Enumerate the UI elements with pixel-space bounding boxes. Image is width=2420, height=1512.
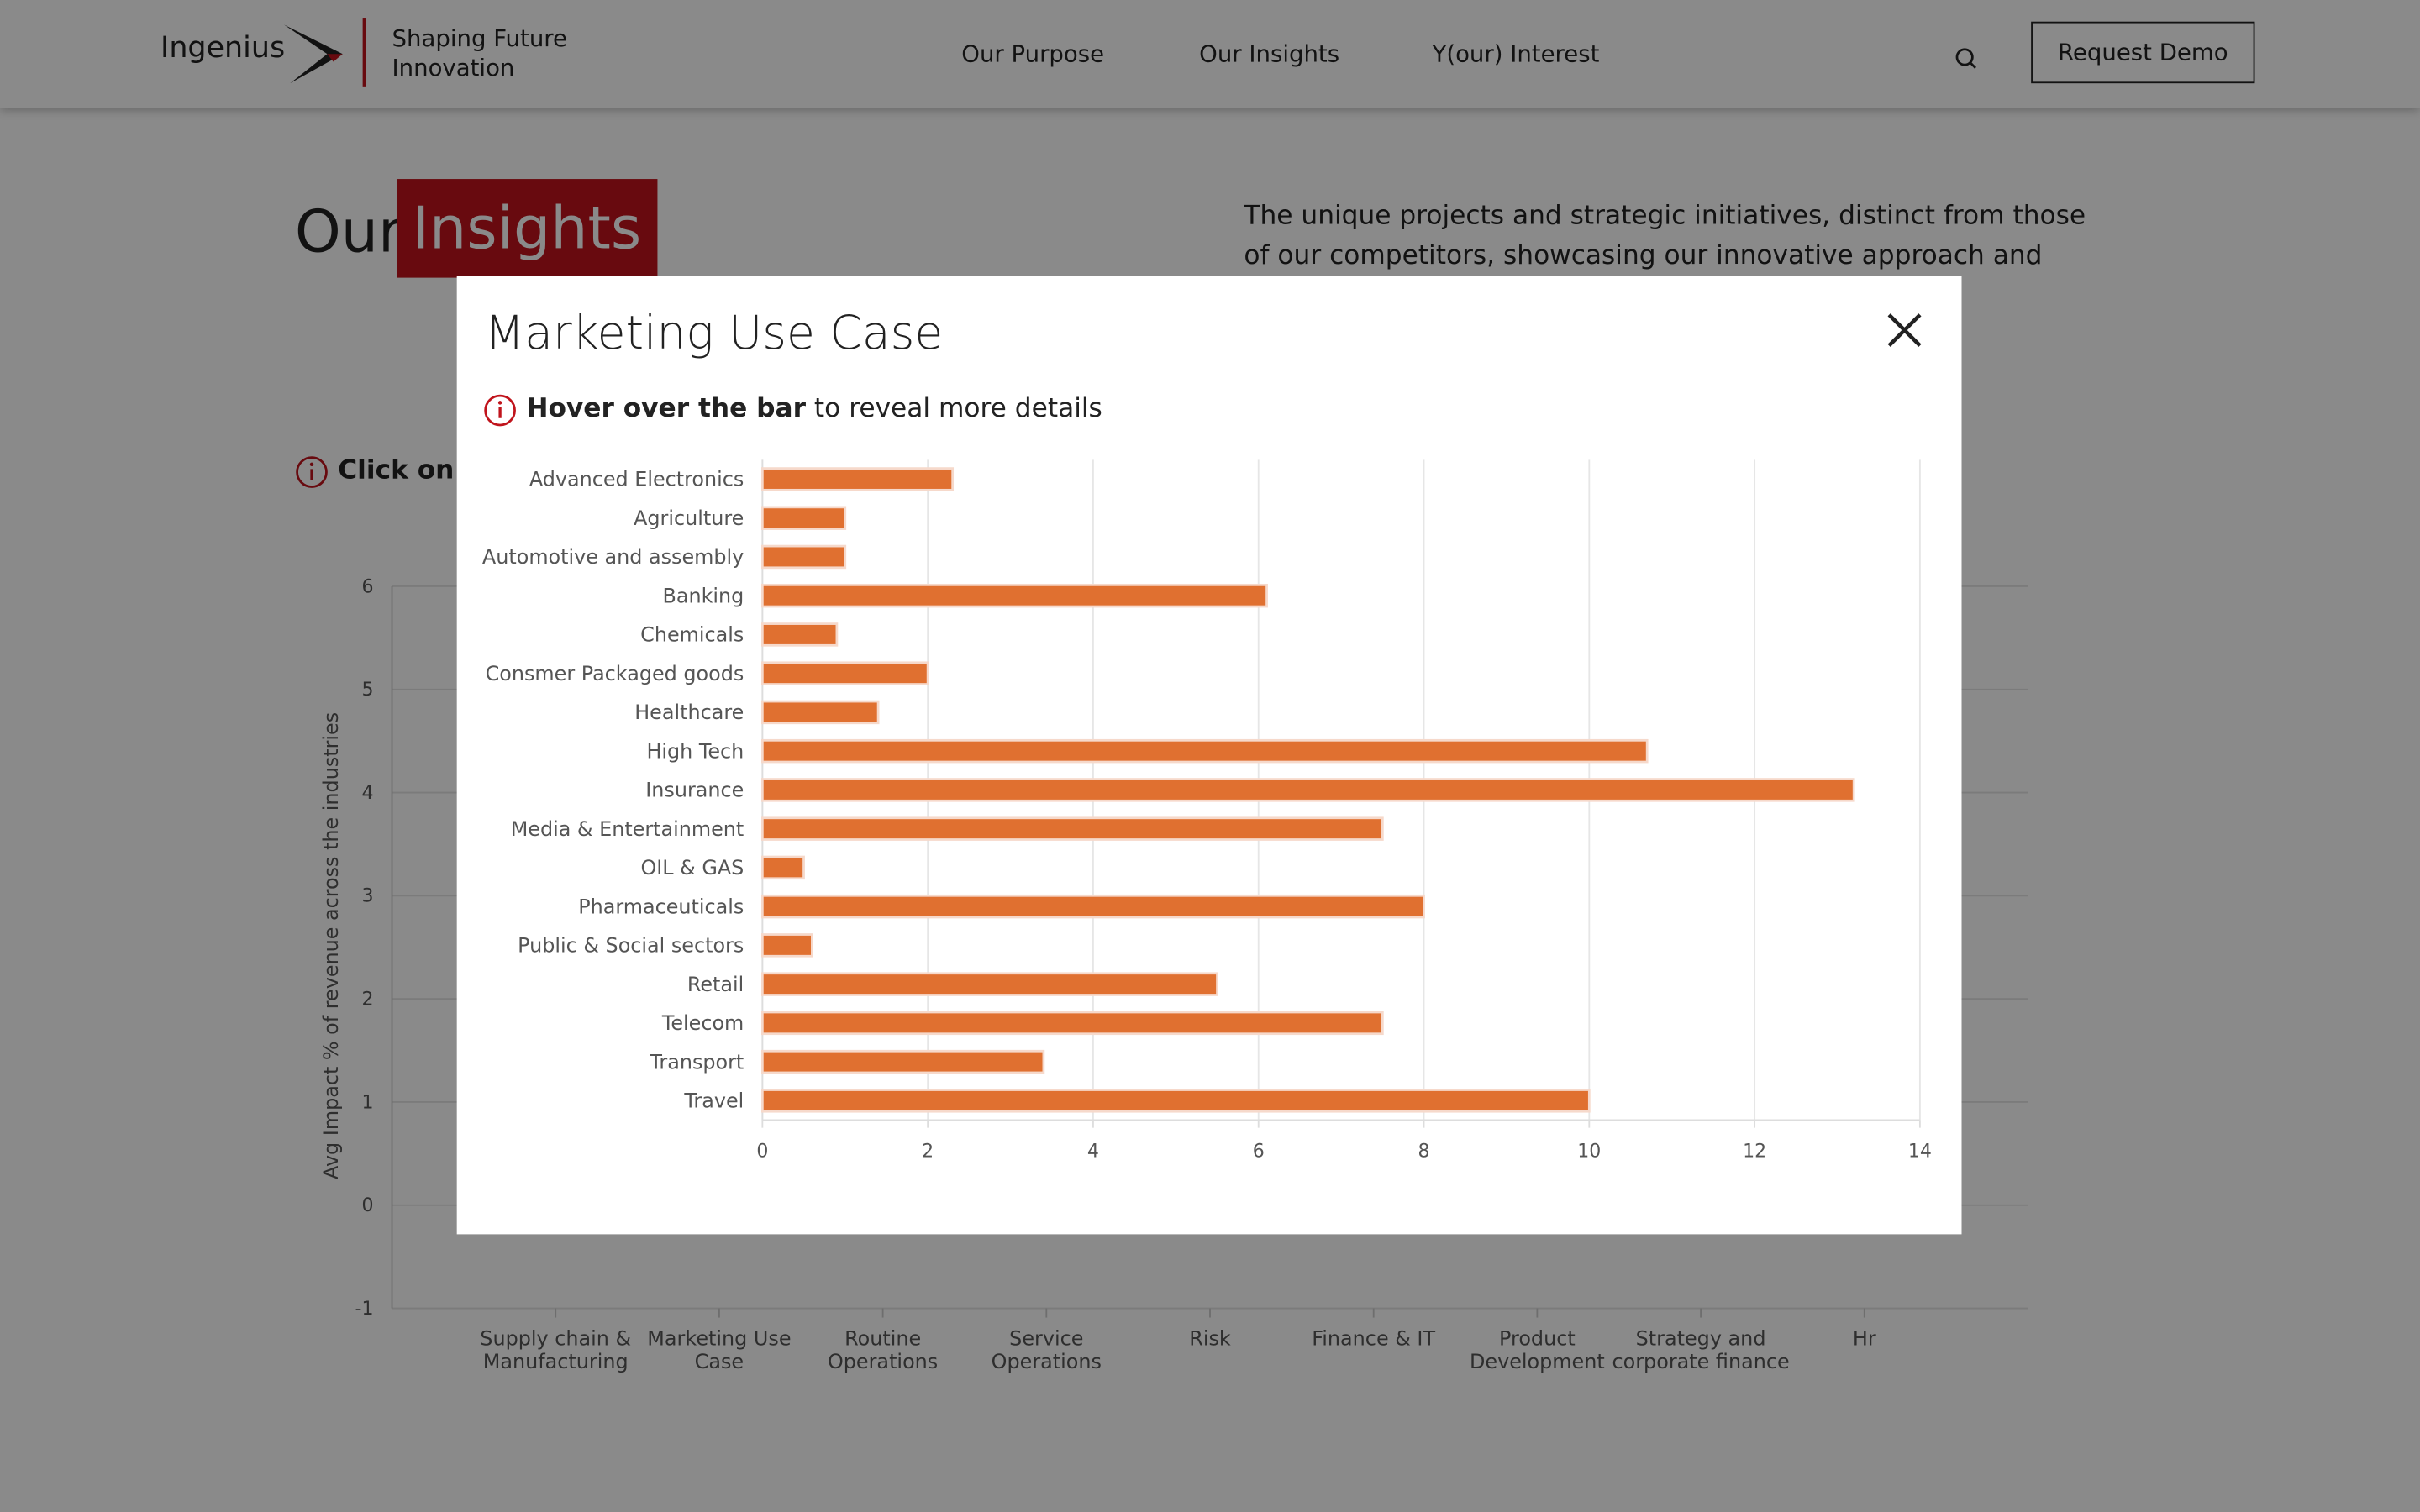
x-tick-label: Risk: [1189, 1328, 1231, 1352]
x-tick-label: Strategy and corporate finance: [1612, 1328, 1790, 1375]
nav-link[interactable]: Our Insights: [1199, 39, 1340, 68]
close-button[interactable]: [1886, 312, 1923, 349]
x-tick-label: 2: [922, 1142, 934, 1163]
bar: [760, 1011, 1384, 1036]
x-tick-label: Hr: [1852, 1328, 1876, 1352]
y-tick-label: 5: [361, 680, 373, 701]
y-tick-label: Telecom: [661, 1011, 744, 1035]
y-tick-label: Chemicals: [640, 623, 744, 647]
bar: [760, 506, 847, 530]
y-tick-label: Healthcare: [634, 701, 744, 724]
y-tick-label: Media & Entertainment: [511, 817, 744, 841]
x-tick-label: Finance & IT: [1312, 1328, 1436, 1352]
info-icon: [484, 394, 516, 427]
x-tick-label: 8: [1418, 1142, 1430, 1163]
bar: [760, 544, 847, 570]
y-tick-label: Banking: [662, 584, 744, 607]
bar: [760, 738, 1649, 764]
header: Ingenius Shaping Future Innovation Our Pu…: [0, 0, 2420, 108]
modal-hint-rest: to reveal more details: [813, 393, 1102, 425]
divider: [362, 18, 366, 87]
y-tick-label: Advanced Electronics: [529, 468, 744, 491]
info-icon: [296, 456, 328, 488]
y-tick-label: 6: [361, 576, 373, 597]
x-tick-label: Routine Operations: [827, 1328, 939, 1375]
y-tick-label: Pharmaceuticals: [578, 895, 744, 918]
x-tick-label: 6: [1253, 1142, 1265, 1163]
x-tick-label: Product Development: [1470, 1328, 1605, 1375]
y-tick-label: 2: [361, 990, 373, 1011]
y-tick-label: 0: [361, 1195, 373, 1216]
bar: [760, 583, 1268, 608]
x-tick-label: 12: [1743, 1142, 1766, 1163]
y-tick-label: Consmer Packaged goods: [486, 662, 744, 685]
bar: [760, 855, 805, 880]
x-tick-label: 0: [756, 1142, 768, 1163]
bar: [760, 972, 1218, 996]
chart: 0 2 4 6 8 10 12 14 Advanced Electronics Agricultu…: [482, 459, 1932, 1163]
nav-link[interactable]: Y(our) Interest: [1432, 39, 1600, 68]
modal: Marketing Use Case Hover over the bar to…: [456, 276, 1962, 1235]
nav-link[interactable]: Our Purpose: [961, 39, 1105, 68]
bar: [760, 1089, 1591, 1113]
bar: [760, 622, 839, 647]
bar: [760, 1049, 1045, 1074]
logo[interactable]: Ingenius: [160, 30, 286, 66]
heading-highlight: Insights: [397, 179, 657, 278]
bar: [760, 700, 880, 725]
x-tick-label: 14: [1908, 1142, 1932, 1163]
x-tick-label: Marketing Use Case: [647, 1328, 792, 1375]
hint: Click on: [338, 454, 455, 486]
y-tick-label: 4: [361, 783, 373, 804]
bar: [760, 778, 1855, 802]
request-demo-button[interactable]: Request Demo: [2031, 21, 2255, 84]
y-tick-label: OIL & GAS: [640, 856, 744, 879]
x-tick-label: Service Operations: [991, 1328, 1102, 1375]
search-icon[interactable]: [1954, 46, 1978, 71]
logo-mark: [283, 24, 343, 84]
tagline-line: Shaping Future: [392, 24, 567, 53]
tagline-line: Innovation: [392, 54, 515, 82]
modal-hint-bold: Hover over the bar: [526, 393, 807, 425]
y-tick-label: Agriculture: [634, 507, 744, 530]
y-axis-label: Avg Impact % of revenue across the indus…: [319, 712, 343, 1179]
bar: [760, 661, 929, 685]
x-tick-label: 4: [1087, 1142, 1099, 1163]
modal-hint: Hover over the bar to reveal more detail…: [526, 393, 1102, 424]
y-tick-label: High Tech: [646, 739, 744, 763]
y-tick-label: 3: [361, 886, 373, 907]
modal-title: Marketing Use Case: [484, 307, 944, 361]
x-tick-label: 10: [1577, 1142, 1601, 1163]
bar: [760, 816, 1384, 841]
y-tick-label: Transport: [649, 1050, 744, 1074]
y-tick-label: Travel: [683, 1089, 744, 1113]
x-tick-label: Supply chain & Manufacturing: [480, 1328, 632, 1375]
y-tick-label: Public & Social sectors: [518, 934, 744, 958]
y-tick-label: -1: [355, 1299, 374, 1320]
heading: Our: [294, 197, 402, 265]
description: The unique projects and strategic initia…: [1244, 200, 2086, 272]
bar: [760, 894, 1425, 919]
bar: [760, 467, 955, 491]
tagline: Shaping Future Innovation: [392, 24, 567, 83]
y-tick-label: Automotive and assembly: [482, 545, 744, 569]
y-tick-label: Insurance: [645, 779, 744, 802]
y-tick-label: Retail: [687, 973, 744, 996]
y-tick-label: 1: [361, 1092, 373, 1113]
bar: [760, 933, 813, 958]
